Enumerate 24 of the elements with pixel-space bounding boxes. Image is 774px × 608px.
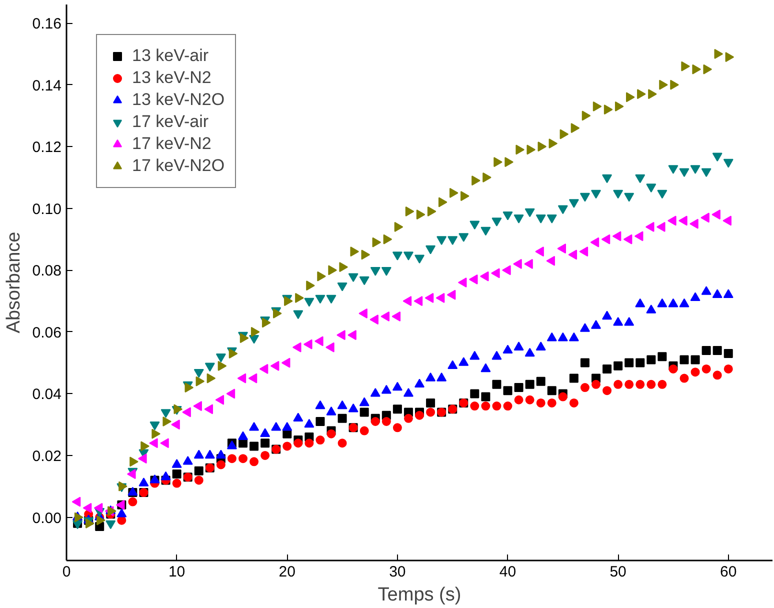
legend-label: 17 keV-N2O [132, 155, 225, 177]
y-tick-label: 0.04 [32, 386, 62, 404]
legend-label: 13 keV-N2 [132, 67, 212, 89]
legend-label: 17 keV-air [132, 111, 209, 133]
y-tick-label: 0.14 [32, 77, 62, 94]
y-tick-label: 0.00 [32, 510, 62, 527]
legend-label: 13 keV-N2O [132, 89, 225, 111]
x-tick-label: 0 [62, 564, 71, 580]
legend-label: 13 keV-air [132, 45, 209, 67]
y-tick-label: 0.16 [32, 16, 62, 33]
x-tick-label: 30 [389, 564, 406, 580]
y-tick-label: 0.12 [32, 139, 62, 156]
legend-label: 17 keV-N2 [132, 133, 212, 155]
y-tick-label: 0.10 [32, 200, 62, 218]
x-tick-label: 60 [720, 564, 737, 580]
x-tick-label: 10 [168, 564, 186, 580]
y-axis-title: Absorbance [3, 232, 24, 334]
x-tick-label: 40 [499, 564, 516, 580]
y-tick-label: 0.02 [32, 448, 62, 465]
x-tick-label: 50 [610, 564, 626, 580]
y-tick-label: 0.06 [32, 324, 62, 342]
y-tick-label: 0.08 [32, 262, 62, 280]
x-tick-label: 20 [278, 564, 296, 580]
x-axis-title: Temps (s) [378, 584, 462, 606]
